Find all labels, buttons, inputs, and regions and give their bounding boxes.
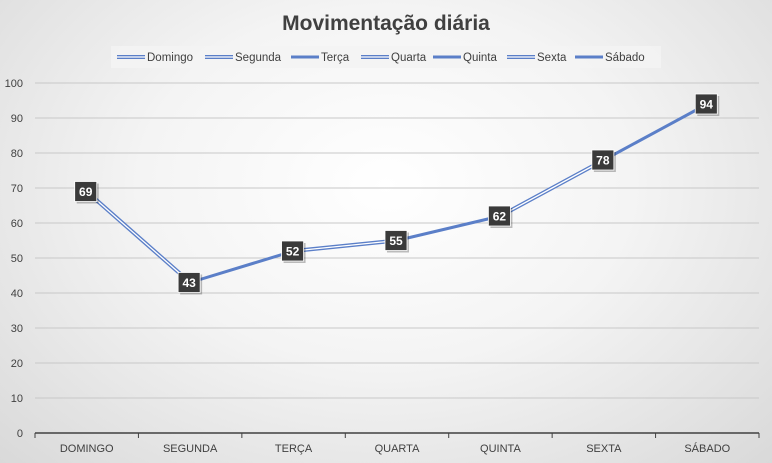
legend-item: Sexta xyxy=(507,52,567,64)
chart-title: Movimentação diária xyxy=(282,12,490,35)
y-tick-label: 0 xyxy=(17,428,23,440)
line-segment xyxy=(395,214,502,242)
legend-item: Terça xyxy=(291,52,350,64)
x-tick-label: SEGUNDA xyxy=(163,443,218,455)
legend: Domingo Segunda Terça Quarta Quinta Sexta Sába… xyxy=(111,46,661,68)
data-label-box xyxy=(488,205,511,227)
x-tick-label: QUARTA xyxy=(375,443,420,455)
data-label: 43 xyxy=(182,276,196,290)
x-tick-label: QUINTA xyxy=(480,443,521,455)
data-label: 52 xyxy=(286,245,300,259)
series-line xyxy=(84,102,709,285)
data-point: 62 xyxy=(488,205,513,228)
data-label: 69 xyxy=(79,185,93,199)
x-tick-label: SÁBADO xyxy=(684,442,730,455)
legend-label: Sábado xyxy=(605,52,645,64)
legend-label: Quinta xyxy=(463,52,497,64)
legend-item: Sábado xyxy=(575,52,645,64)
y-tick-label: 60 xyxy=(11,218,23,230)
data-point: 78 xyxy=(591,149,616,172)
line-segment xyxy=(602,102,709,162)
x-tick-label: SEXTA xyxy=(586,443,622,455)
x-tick-label: DOMINGO xyxy=(60,443,114,455)
data-labels: 69 43 52 55 62 78 94 xyxy=(74,93,720,295)
data-point: 43 xyxy=(177,272,203,295)
y-axis-ticks: 0 10 20 30 40 50 60 70 80 90 100 xyxy=(5,78,23,440)
y-tick-label: 20 xyxy=(11,358,23,370)
legend-label: Domingo xyxy=(147,52,193,64)
y-tick-label: 90 xyxy=(11,113,23,125)
data-label: 94 xyxy=(700,98,714,112)
data-label-box xyxy=(384,230,408,251)
y-tick-label: 50 xyxy=(11,253,23,265)
y-tick-label: 10 xyxy=(11,393,23,405)
data-label: 62 xyxy=(493,210,507,224)
legend-item: Quinta xyxy=(433,52,497,64)
data-label: 78 xyxy=(596,154,610,168)
line-segment-inner xyxy=(292,239,398,252)
data-label-box xyxy=(74,181,98,202)
data-point: 55 xyxy=(384,230,409,253)
y-tick-label: 70 xyxy=(11,183,23,195)
legend-label: Sexta xyxy=(537,52,567,64)
line-segment xyxy=(188,249,296,284)
data-point: 52 xyxy=(281,240,306,263)
y-tick-label: 40 xyxy=(11,288,23,300)
y-tick-label: 30 xyxy=(11,323,23,335)
legend-item: Domingo xyxy=(117,52,193,64)
y-tick-label: 100 xyxy=(5,78,23,90)
x-tick-label: TERÇA xyxy=(275,443,313,455)
line-segment-inner xyxy=(499,159,605,217)
legend-item: Quarta xyxy=(361,52,427,64)
legend-item: Segunda xyxy=(205,52,282,64)
data-point: 94 xyxy=(694,93,720,116)
data-label-box xyxy=(694,93,718,115)
data-point: 69 xyxy=(74,181,99,204)
line-segment-inner xyxy=(86,190,191,284)
legend-label: Segunda xyxy=(235,52,282,64)
data-label: 55 xyxy=(389,234,403,248)
x-axis-ticks: DOMINGO SEGUNDA TERÇA QUARTA QUINTA SEXTA SÁBA… xyxy=(34,432,760,455)
data-label-box xyxy=(591,149,615,171)
data-label-box xyxy=(177,272,201,293)
y-tick-label: 80 xyxy=(11,148,23,160)
data-label-box xyxy=(281,240,304,262)
legend-label: Terça xyxy=(321,52,350,64)
gridlines xyxy=(35,82,759,399)
legend-label: Quarta xyxy=(391,52,427,64)
